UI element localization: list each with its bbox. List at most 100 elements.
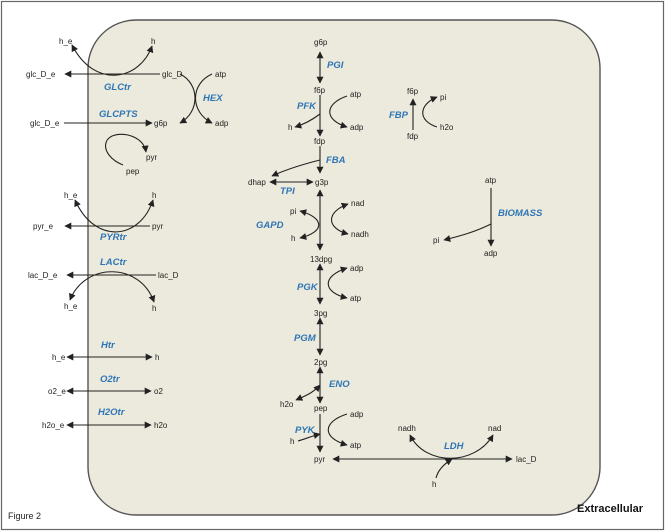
pyk-adp-arc bbox=[327, 413, 348, 447]
fba-dhap-arc bbox=[271, 159, 321, 177]
metabolite-f6p: f6p bbox=[314, 86, 326, 95]
reaction-gapd: GAPD bbox=[256, 220, 284, 231]
metabolite-h_e: h_e bbox=[59, 37, 73, 46]
metabolite-f6p: f6p bbox=[407, 87, 419, 96]
metabolite-nad: nad bbox=[488, 424, 501, 433]
metabolite-h: h bbox=[432, 480, 436, 489]
metabolite-adp: adp bbox=[350, 264, 364, 273]
metabolite-fdp: fdp bbox=[407, 132, 419, 141]
fbp-pi-arc bbox=[422, 96, 438, 128]
gapd-right-arc bbox=[330, 202, 349, 236]
metabolite-h2o: h2o bbox=[440, 123, 454, 132]
reaction-htr: Htr bbox=[101, 340, 116, 351]
compartment-label: Extracellular bbox=[577, 503, 644, 515]
metabolite-2pg: 2pg bbox=[314, 358, 327, 367]
reaction-pgm: PGM bbox=[294, 333, 317, 344]
lactr-proton-arc bbox=[69, 271, 156, 303]
metabolite-labels: h_e h glc_D_e glc_D atp adp glc_D_e g6p … bbox=[26, 37, 537, 489]
ldh-arc bbox=[409, 434, 494, 459]
metabolite-nadh: nadh bbox=[351, 230, 369, 239]
metabolite-atp: atp bbox=[350, 441, 362, 450]
metabolite-atp: atp bbox=[350, 294, 362, 303]
hex-arc-right bbox=[195, 73, 213, 124]
figure-label: Figure 2 bbox=[8, 511, 41, 521]
metabolite-pyr: pyr bbox=[146, 153, 157, 162]
metabolite-3pg: 3pg bbox=[314, 309, 327, 318]
metabolite-lac_D_e: lac_D_e bbox=[28, 271, 58, 280]
metabolite-h: h bbox=[288, 123, 292, 132]
reaction-pgk: PGK bbox=[297, 282, 319, 293]
metabolite-pep: pep bbox=[126, 167, 140, 176]
metabolite-g6p: g6p bbox=[314, 38, 328, 47]
metabolite-dhap: dhap bbox=[248, 178, 266, 187]
glctr-proton-arc bbox=[71, 44, 154, 76]
reaction-labels: GLCtr HEX GLCPTS PYRtr LACtr Htr O2tr H2… bbox=[98, 60, 543, 452]
reaction-glcpts: GLCPTS bbox=[99, 109, 138, 120]
biomass-pi-arc bbox=[443, 223, 492, 242]
reaction-biomass: BIOMASS bbox=[498, 208, 543, 219]
reaction-lactr: LACtr bbox=[100, 257, 128, 268]
metabolite-adp: adp bbox=[350, 123, 364, 132]
metabolite-o2: o2 bbox=[154, 387, 163, 396]
metabolite-13dpg: 13dpg bbox=[310, 255, 332, 264]
metabolite-glc_D_e: glc_D_e bbox=[26, 70, 56, 79]
metabolite-h: h bbox=[152, 191, 156, 200]
reaction-tpi: TPI bbox=[280, 186, 295, 197]
metabolite-glc_D: glc_D bbox=[162, 70, 183, 79]
reaction-fbp: FBP bbox=[389, 110, 409, 121]
reaction-fba: FBA bbox=[326, 155, 346, 166]
gapd-left-arc bbox=[299, 209, 320, 240]
metabolite-h2o: h2o bbox=[154, 421, 168, 430]
metabolite-h_e: h_e bbox=[64, 302, 78, 311]
metabolite-adp: adp bbox=[215, 119, 229, 128]
metabolite-pi: pi bbox=[433, 236, 439, 245]
pyk-h-arc bbox=[297, 432, 321, 442]
metabolite-nadh: nadh bbox=[398, 424, 416, 433]
metabolite-g6p: g6p bbox=[154, 119, 168, 128]
metabolite-h: h bbox=[290, 437, 294, 446]
metabolite-pyr: pyr bbox=[152, 222, 163, 231]
metabolite-h: h bbox=[151, 37, 155, 46]
reaction-pyrtr: PYRtr bbox=[100, 232, 128, 243]
metabolite-h_e: h_e bbox=[52, 353, 66, 362]
metabolite-h: h bbox=[152, 304, 156, 313]
metabolite-atp: atp bbox=[350, 90, 362, 99]
reaction-arrows bbox=[64, 44, 513, 479]
reaction-o2tr: O2tr bbox=[100, 374, 121, 385]
reaction-hex: HEX bbox=[203, 93, 223, 104]
metabolite-pi: pi bbox=[440, 93, 446, 102]
hex-arc-left bbox=[179, 73, 196, 124]
metabolite-nad: nad bbox=[351, 199, 364, 208]
ldh-h-arc bbox=[435, 458, 453, 479]
glcpts-pep-arc bbox=[105, 133, 149, 166]
eno-h2o-arc bbox=[295, 384, 321, 401]
metabolite-adp: adp bbox=[484, 249, 498, 258]
reaction-pyk: PYK bbox=[295, 425, 316, 436]
pfk-atp-arc bbox=[329, 95, 348, 129]
metabolite-fdp: fdp bbox=[314, 137, 326, 146]
reaction-pgi: PGI bbox=[327, 60, 344, 71]
pyrtr-proton-arc bbox=[74, 199, 155, 233]
reaction-ldh: LDH bbox=[444, 441, 465, 452]
reaction-pfk: PFK bbox=[297, 101, 317, 112]
metabolite-atp: atp bbox=[215, 70, 227, 79]
metabolite-h_e: h_e bbox=[64, 191, 78, 200]
metabolite-o2_e: o2_e bbox=[48, 387, 66, 396]
metabolite-pyr_e: pyr_e bbox=[33, 222, 54, 231]
metabolite-glc_D_e: glc_D_e bbox=[30, 119, 60, 128]
metabolite-lac_D: lac_D bbox=[158, 271, 179, 280]
metabolite-adp: adp bbox=[350, 410, 364, 419]
reaction-h2otr: H2Otr bbox=[98, 407, 126, 418]
metabolite-h: h bbox=[155, 353, 159, 362]
metabolite-g3p: g3p bbox=[315, 178, 329, 187]
metabolite-h2o_e: h2o_e bbox=[42, 421, 65, 430]
metabolite-pep: pep bbox=[314, 404, 328, 413]
metabolite-h: h bbox=[291, 234, 295, 243]
metabolite-atp: atp bbox=[485, 176, 497, 185]
metabolite-lac_D: lac_D bbox=[516, 455, 537, 464]
metabolite-pyr: pyr bbox=[314, 455, 325, 464]
reaction-eno: ENO bbox=[329, 379, 350, 390]
pfk-h-arc bbox=[294, 113, 321, 129]
